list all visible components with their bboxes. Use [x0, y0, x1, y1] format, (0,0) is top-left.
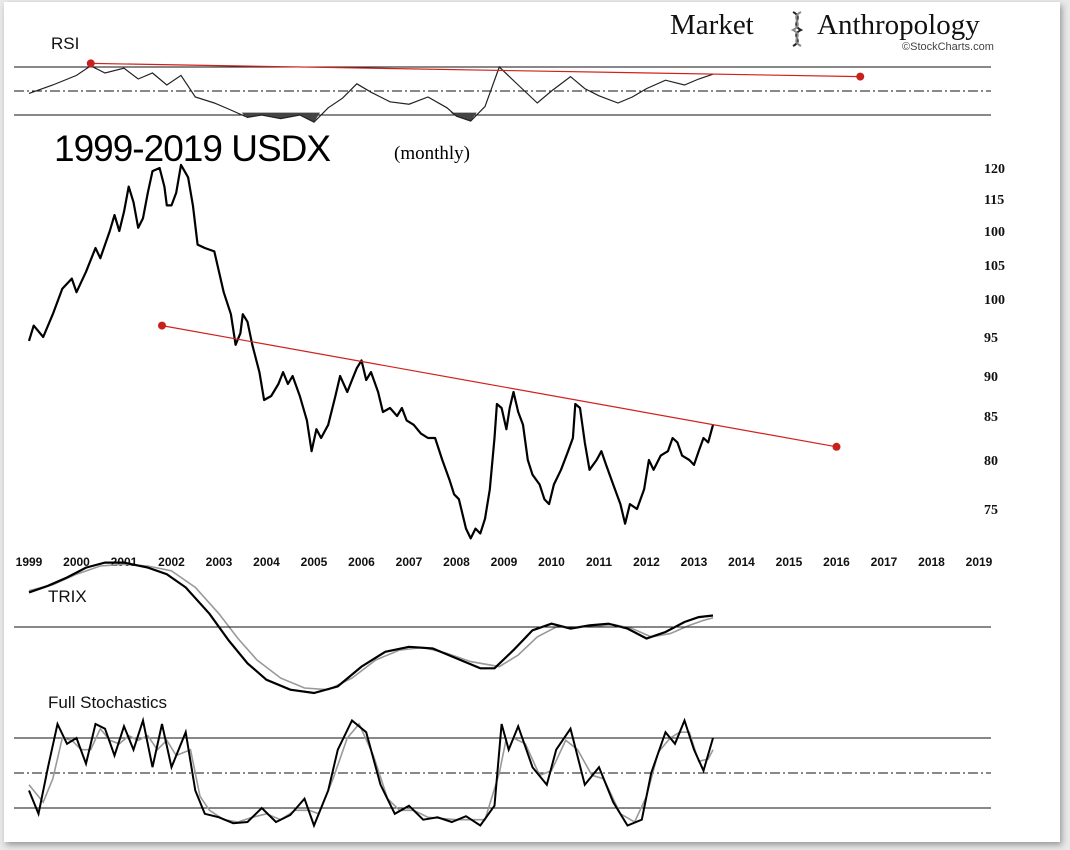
x-tick-label: 2012 [633, 555, 660, 569]
y-tick-label: 75 [984, 503, 998, 518]
rsi-trendline [90, 62, 861, 78]
y-tick-label: 100 [984, 225, 1005, 240]
trendlines [86, 59, 865, 451]
x-tick-label: 2010 [538, 555, 565, 569]
usdx-chart: Market Anthropology ©StockCharts.com RSI… [14, 9, 1005, 829]
x-tick-label: 2017 [871, 555, 898, 569]
trix-panel: TRIX [14, 561, 991, 695]
branding: Market Anthropology ©StockCharts.com [670, 9, 994, 53]
chart-frame: Market Anthropology ©StockCharts.com RSI… [4, 2, 1060, 842]
x-tick-label: 2013 [681, 555, 708, 569]
y-axis-ticks: 120 115 100 105 100 95 90 85 80 75 [984, 162, 1005, 518]
y-tick-label: 80 [984, 454, 998, 469]
trendline-endpoint [86, 59, 95, 68]
brand-name-part1: Market [670, 9, 754, 41]
x-tick-label: 2015 [776, 555, 803, 569]
y-tick-label: 100 [984, 293, 1005, 308]
y-tick-label: 120 [984, 162, 1005, 177]
x-tick-label: 2002 [158, 555, 185, 569]
stochastics-line [28, 716, 714, 829]
x-tick-label: 2003 [206, 555, 233, 569]
x-tick-label: 2008 [443, 555, 470, 569]
rsi-line [28, 65, 714, 123]
x-tick-label: 2016 [823, 555, 850, 569]
y-tick-label: 90 [984, 370, 998, 385]
x-axis-ticks: 1999 2000 2001 2002 2003 2004 2005 2006 2007 2008… [16, 555, 993, 569]
x-tick-label: 2006 [348, 555, 375, 569]
x-tick-label: 2004 [253, 555, 280, 569]
y-tick-label: 85 [984, 410, 998, 425]
trendline-endpoint [832, 442, 841, 451]
x-tick-label: 2005 [301, 555, 328, 569]
usdx-price-line [27, 163, 715, 540]
chart-subtitle: (monthly) [394, 143, 470, 164]
trendline-endpoint [158, 321, 166, 330]
x-tick-label: 2000 [63, 555, 90, 569]
stochastics-label: Full Stochastics [48, 693, 167, 712]
rsi-label: RSI [51, 34, 79, 53]
x-tick-label: 2009 [491, 555, 518, 569]
trix-line [28, 561, 714, 695]
x-tick-label: 2019 [966, 555, 993, 569]
x-tick-label: 2011 [586, 555, 612, 569]
y-tick-label: 95 [984, 331, 998, 346]
trix-label: TRIX [48, 587, 87, 606]
stochastics-panel: Full Stochastics [14, 693, 991, 829]
y-tick-label: 105 [984, 259, 1005, 274]
price-trendline [161, 325, 837, 448]
stockcharts-credit: ©StockCharts.com [902, 41, 994, 53]
brand-name-part2: Anthropology [817, 9, 980, 41]
rsi-panel: RSI [14, 34, 991, 123]
chart-title: 1999-2019 USDX [54, 128, 330, 169]
x-tick-label: 1999 [16, 555, 43, 569]
x-tick-label: 2014 [728, 555, 755, 569]
trendline-endpoint [856, 72, 865, 81]
y-tick-label: 115 [984, 193, 1004, 208]
x-tick-label: 2018 [918, 555, 945, 569]
x-tick-label: 2007 [396, 555, 423, 569]
dna-helix-icon [790, 11, 804, 47]
